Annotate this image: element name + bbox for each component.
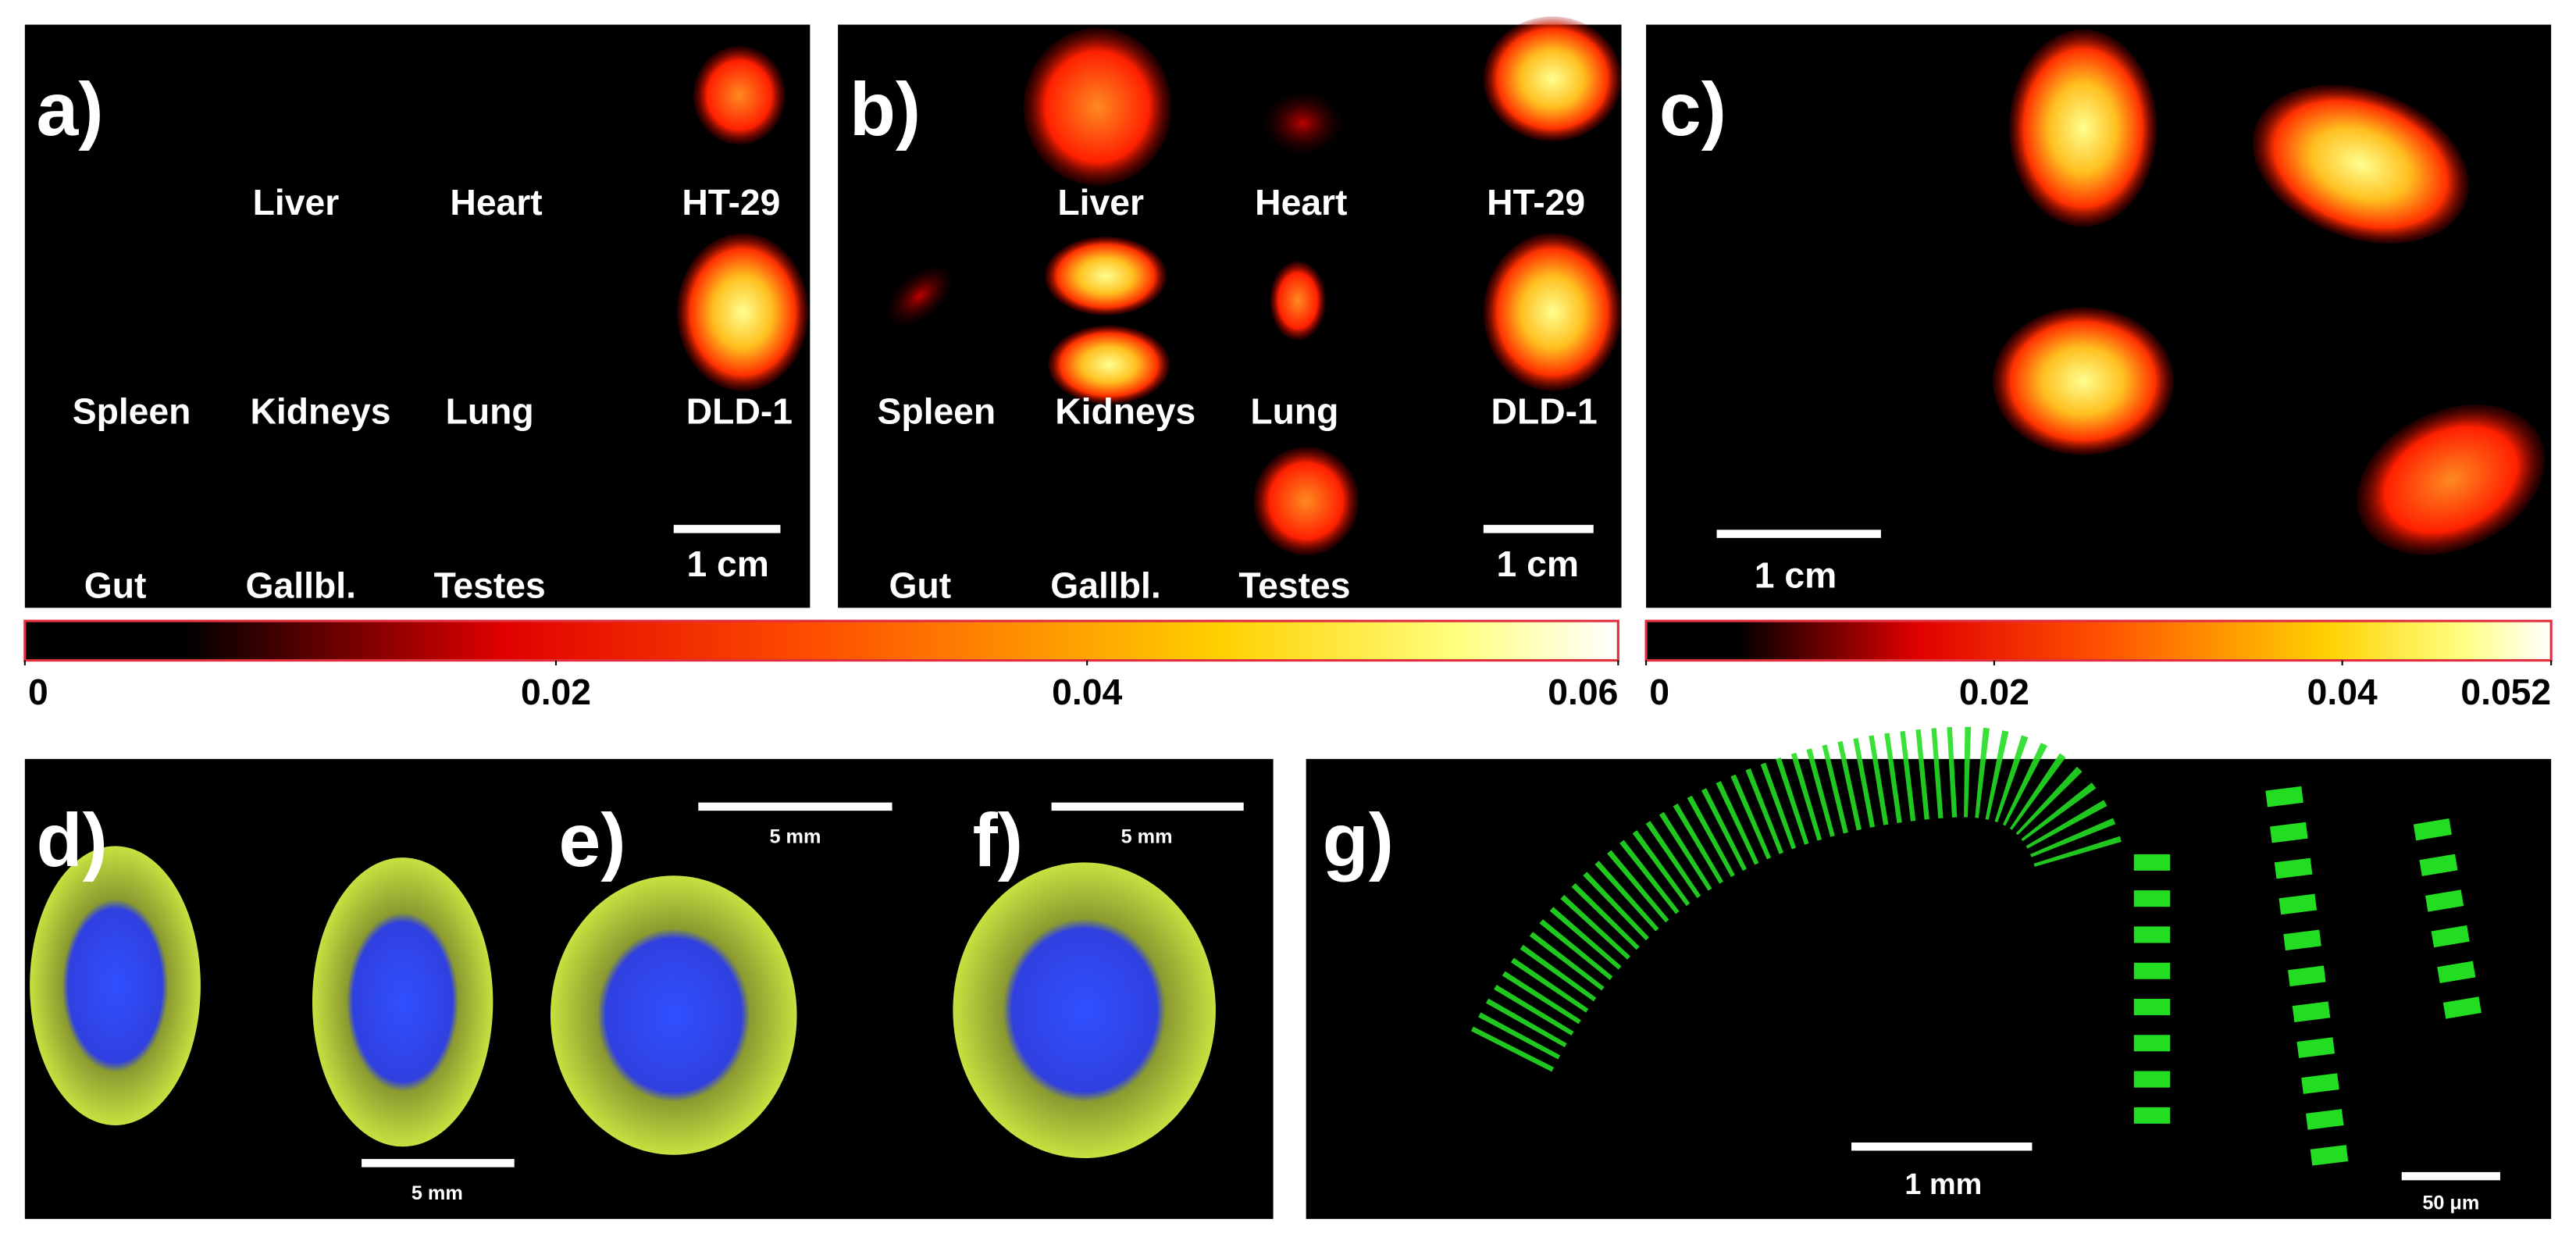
- organ-label: Spleen: [73, 390, 191, 431]
- panel-label: f): [973, 797, 1023, 882]
- organ-label: Heart: [1255, 182, 1347, 223]
- panel-g: [1306, 758, 2552, 1219]
- scale-bar-label: 50 μm: [2422, 1192, 2479, 1214]
- scale-bar-label: 1 cm: [1755, 555, 1837, 596]
- colorbar: [1644, 619, 2553, 662]
- colorbar-tick-label: 0.052: [2460, 672, 2551, 712]
- colorbar-tick-label: 0.06: [1548, 672, 1618, 712]
- organ-label: DLD-1: [1491, 390, 1598, 431]
- scale-bar-label: 1 cm: [1497, 544, 1579, 584]
- panel-label: a): [37, 66, 104, 152]
- organ-label: Liver: [253, 182, 340, 223]
- organ-label: Lung: [1250, 390, 1338, 431]
- scale-bar-label: 5 mm: [769, 826, 821, 848]
- colorbar-tick-label: 0: [28, 672, 48, 712]
- panel-label: c): [1659, 66, 1726, 152]
- colorbar-tick-label: 0.02: [1959, 672, 2029, 712]
- organ-label: Liver: [1057, 182, 1144, 223]
- panel-label: b): [850, 66, 921, 152]
- colorbar: [23, 619, 1619, 662]
- colorbar-tick-label: 0.02: [521, 672, 591, 712]
- colorbar-tick-label: 0: [1649, 672, 1669, 712]
- tissue-images: [30, 16, 2546, 1185]
- panel-label: g): [1323, 797, 1394, 882]
- scale-bar-label: 1 mm: [1904, 1168, 1982, 1201]
- organ-label: DLD-1: [686, 390, 793, 431]
- organ-label: Lung: [446, 390, 534, 431]
- organ-label: Kidneys: [1055, 390, 1195, 431]
- panel-label: e): [559, 797, 626, 882]
- organ-label: HT-29: [682, 182, 780, 223]
- organ-label: Spleen: [877, 390, 996, 431]
- organ-label: Testes: [1238, 565, 1350, 605]
- colorbar-tick-label: 0.04: [2307, 672, 2378, 712]
- organ-label: HT-29: [1487, 182, 1585, 223]
- organ-label: Gut: [889, 565, 951, 605]
- scale-bar-label: 1 cm: [686, 544, 768, 584]
- organ-label: Gut: [84, 565, 147, 605]
- panel-label: d): [37, 797, 108, 882]
- organ-label: Gallbl.: [1050, 565, 1160, 605]
- scale-bar-label: 5 mm: [1121, 826, 1173, 848]
- organ-label: Gallbl.: [246, 565, 356, 605]
- colorbar-tick-label: 0.04: [1052, 672, 1122, 712]
- organ-label: Testes: [434, 565, 546, 605]
- organ-label: Kidneys: [250, 390, 390, 431]
- scale-bar-label: 5 mm: [412, 1182, 463, 1204]
- organ-label: Heart: [450, 182, 542, 223]
